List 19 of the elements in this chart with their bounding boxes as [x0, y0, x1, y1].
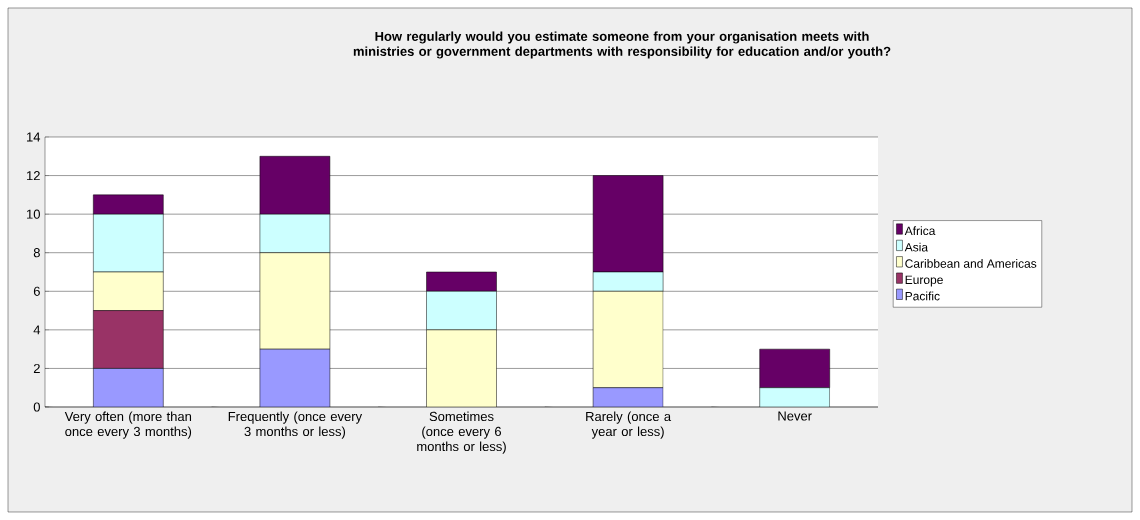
x-tick-label: Rarely (once a year or less) [586, 411, 672, 439]
y-tick-label: 8 [33, 248, 40, 258]
y-tick-label: 14 [27, 132, 41, 142]
legend-label: Africa [904, 226, 936, 236]
x-tick-label: Never [778, 411, 812, 421]
legend-label: Asia [904, 242, 929, 252]
legend-label: Caribbean and Americas [905, 259, 1037, 268]
y-tick-label: 0 [33, 402, 40, 412]
x-tick-label: Sometimes (once every 6 months or less) [417, 411, 506, 454]
legend-label: Europe [905, 275, 943, 287]
y-tick-label: 10 [27, 209, 40, 219]
legend-label: Pacific [905, 291, 940, 301]
y-tick-label: 2 [33, 363, 40, 373]
x-tick-label: Frequently (once every 3 months or less) [228, 411, 363, 439]
y-tick-label: 6 [33, 286, 40, 296]
chart-title: How regularly would you estimate someone from your organisation meets with ministries or government departments with responsibility for education and/or youth? [353, 31, 891, 59]
y-tick-label: 4 [33, 325, 41, 335]
y-tick-label: 12 [27, 171, 40, 181]
x-tick-label: Very often (more than once every 3 months) [64, 411, 192, 439]
